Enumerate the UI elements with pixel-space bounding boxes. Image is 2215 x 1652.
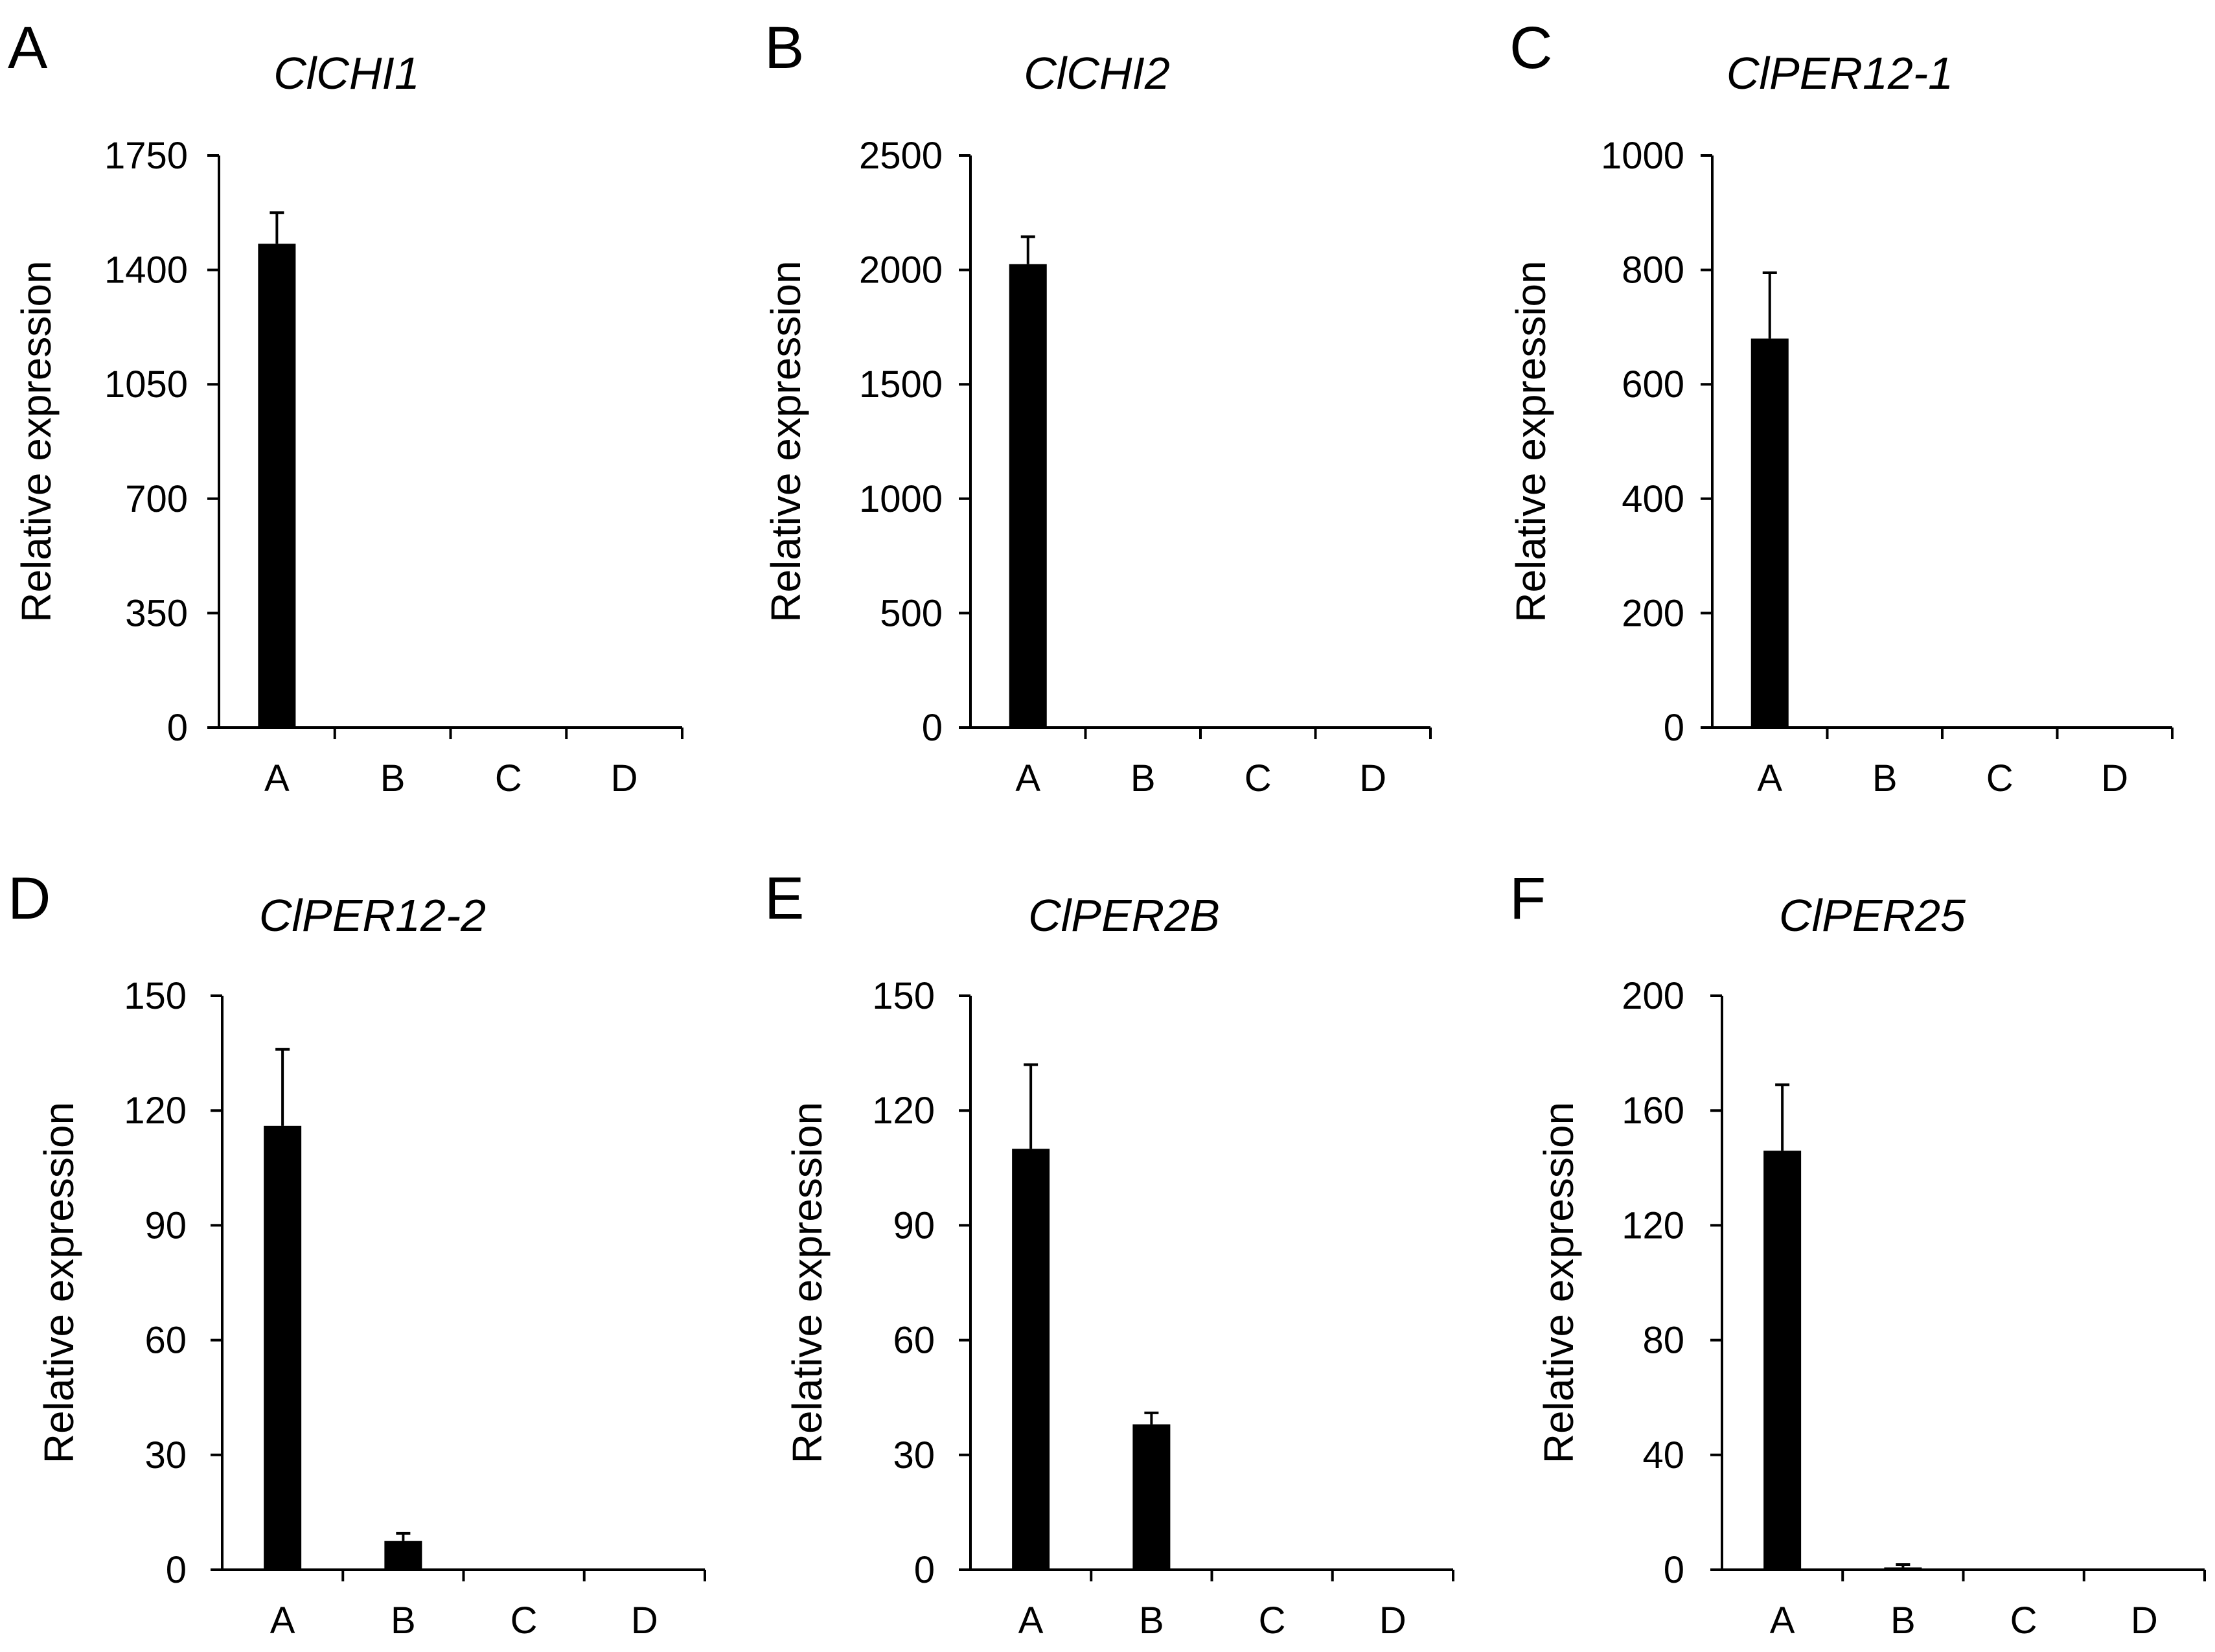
panel-c-ylabel: Relative expression — [1508, 260, 1554, 623]
panel-a-ytick-label: 1050 — [104, 363, 188, 406]
panel-c-title: ClPER12-1 — [1727, 48, 1953, 98]
panel-e-ytick-label: 60 — [893, 1320, 935, 1362]
panel-a-ytick-label: 350 — [125, 592, 188, 634]
panel-d-xtick-label-d: D — [631, 1600, 658, 1642]
panel-c-xtick-label-c: C — [1986, 757, 2014, 799]
panel-e-ytick-label: 150 — [872, 975, 935, 1017]
panel-e-bar-b — [1132, 1424, 1171, 1570]
panel-f-letter: F — [1509, 866, 1546, 932]
panel-c-xtick-label-a: A — [1757, 757, 1782, 799]
panel-e-ytick-label: 30 — [893, 1434, 935, 1476]
panel-b-xtick-label-d: D — [1359, 757, 1386, 799]
panel-a-ytick-label: 0 — [167, 707, 188, 749]
panel-b-xtick-label-b: B — [1130, 757, 1156, 799]
panel-d-ytick-label: 120 — [124, 1090, 187, 1132]
panel-c-bar-a — [1750, 338, 1789, 728]
panel-e-xtick-label-a: A — [1018, 1600, 1044, 1642]
panel-e-ytick-label: 0 — [914, 1549, 935, 1591]
panel-d-ytick-label: 30 — [144, 1434, 187, 1476]
panel-a-ylabel: Relative expression — [13, 260, 60, 623]
panel-b-ytick-label: 2000 — [859, 249, 943, 292]
panel-f-title: ClPER25 — [1779, 890, 1966, 941]
panel-c-bar-b — [1866, 726, 1904, 728]
panel-d-xtick-label-a: A — [270, 1600, 295, 1642]
panel-d-ylabel: Relative expression — [36, 1102, 82, 1464]
panel-b-title: ClCHI2 — [1024, 48, 1170, 98]
panel-d-ytick-label: 150 — [124, 975, 187, 1017]
panel-e-letter: E — [764, 866, 804, 932]
panel-c-ytick-label: 800 — [1622, 249, 1684, 292]
panel-e-xtick-label-d: D — [1379, 1600, 1406, 1642]
panel-c-letter: C — [1509, 15, 1552, 81]
panel-f-ytick-label: 80 — [1642, 1320, 1684, 1362]
panel-b-letter: B — [764, 15, 804, 81]
panel-f-xtick-label-d: D — [2131, 1600, 2158, 1642]
panel-c-ytick-label: 200 — [1622, 592, 1684, 634]
panel-a-ytick-label: 700 — [125, 478, 188, 520]
panel-f-bar-a — [1763, 1151, 1802, 1570]
panel-d-xtick-label-c: C — [511, 1600, 538, 1642]
panel-a-ytick-label: 1750 — [104, 135, 188, 177]
panel-b-bar-a — [1009, 264, 1047, 728]
panel-c-xtick-label-d: D — [2101, 757, 2128, 799]
panel-c-ytick-label: 0 — [1664, 707, 1684, 749]
panel-d-xtick-label-b: B — [391, 1600, 416, 1642]
panel-d-letter: D — [8, 866, 51, 932]
panel-c-ytick-label: 600 — [1622, 363, 1684, 406]
panel-a-ytick-label: 1400 — [104, 249, 188, 292]
panel-f-xtick-label-b: B — [1890, 1600, 1916, 1642]
panel-f-ytick-label: 200 — [1622, 975, 1684, 1017]
panel-f-xtick-label-a: A — [1770, 1600, 1795, 1642]
panel-e-ytick-label: 90 — [893, 1204, 935, 1246]
panel-b-ytick-label: 500 — [880, 592, 943, 634]
panel-a-xtick-label-a: A — [264, 757, 290, 799]
panel-f-bar-b — [1884, 1567, 1922, 1570]
panel-a-bar-a — [258, 244, 296, 728]
panel-d-ytick-label: 60 — [144, 1320, 187, 1362]
panel-b-ylabel: Relative expression — [763, 260, 809, 623]
panel-f-ytick-label: 40 — [1642, 1434, 1684, 1476]
panel-e-bar-a — [1012, 1149, 1050, 1570]
panel-b-ytick-label: 0 — [922, 707, 943, 749]
panel-b-ytick-label: 1000 — [859, 478, 943, 520]
panel-c-xtick-label-b: B — [1872, 757, 1898, 799]
panel-d-ytick-label: 90 — [144, 1204, 187, 1246]
panel-d-ytick-label: 0 — [166, 1549, 187, 1591]
panel-b-xtick-label-a: A — [1015, 757, 1040, 799]
panel-e-title: ClPER2B — [1028, 890, 1220, 941]
panel-f-ylabel: Relative expression — [1535, 1102, 1582, 1464]
panel-f-ytick-label: 160 — [1622, 1090, 1684, 1132]
panel-a-xtick-label-c: C — [495, 757, 522, 799]
panel-e-xtick-label-c: C — [1259, 1600, 1286, 1642]
panel-d-title: ClPER12-2 — [259, 890, 486, 941]
panel-a-letter: A — [8, 15, 48, 81]
panel-a-xtick-label-d: D — [611, 757, 638, 799]
panel-b-ytick-label: 2500 — [859, 135, 943, 177]
panel-a-title: ClCHI1 — [273, 48, 420, 98]
panel-e-xtick-label-b: B — [1139, 1600, 1164, 1642]
panel-d-bar-b — [384, 1541, 422, 1570]
panel-a-xtick-label-b: B — [380, 757, 406, 799]
panel-c-ytick-label: 400 — [1622, 478, 1684, 520]
panel-b-xtick-label-c: C — [1245, 757, 1272, 799]
panel-e-ytick-label: 120 — [872, 1090, 935, 1132]
panel-f-ytick-label: 120 — [1622, 1204, 1684, 1246]
panel-d-bar-a — [264, 1125, 302, 1570]
panel-e-ylabel: Relative expression — [784, 1102, 831, 1464]
panel-f-ytick-label: 0 — [1664, 1549, 1684, 1591]
panel-f-xtick-label-c: C — [2010, 1600, 2037, 1642]
panel-c-ytick-label: 1000 — [1601, 135, 1684, 177]
panel-b-ytick-label: 1500 — [859, 363, 943, 406]
